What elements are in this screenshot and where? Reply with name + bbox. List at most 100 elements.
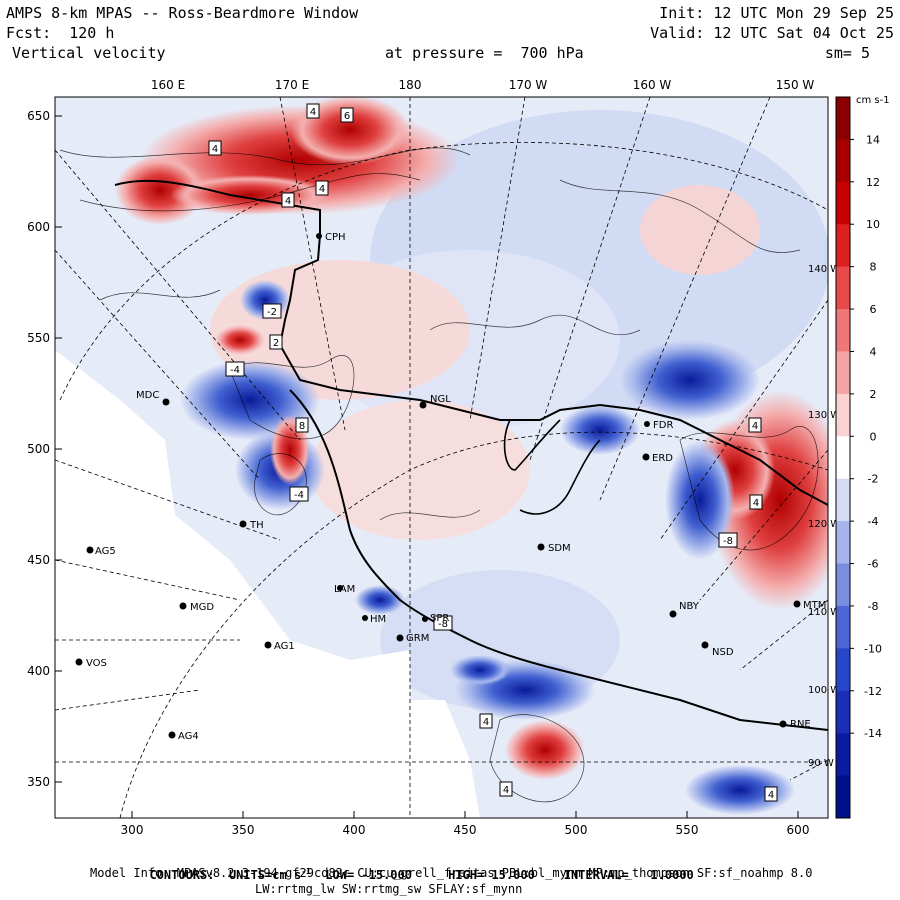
station-marker <box>362 615 368 621</box>
y-tick-label: 550 <box>27 331 50 345</box>
station-marker <box>337 585 343 591</box>
lon-label-top: 160 W <box>633 78 672 92</box>
station-label: SPR <box>430 613 449 624</box>
lon-label-right: 110 W <box>808 607 840 618</box>
y-tick-label: 400 <box>27 664 50 678</box>
station-label: CPH <box>325 232 346 243</box>
colorbar-label: -8 <box>868 600 879 613</box>
station-marker <box>793 600 801 608</box>
station-label: NSD <box>712 647 734 658</box>
colorbar-swatch <box>836 605 850 649</box>
station-marker <box>316 233 322 239</box>
station-label: AG1 <box>274 641 295 652</box>
box-label: -4 <box>294 490 304 501</box>
lon-label-top: 180 <box>399 78 422 92</box>
box-label: -8 <box>723 536 733 547</box>
station-marker <box>168 731 176 739</box>
station-label: NBY <box>679 601 700 612</box>
lon-label-right: 90 W <box>808 758 834 769</box>
colorbar-label: 6 <box>870 303 877 316</box>
station-label: HM <box>370 614 386 625</box>
box-label: 2 <box>273 338 279 349</box>
map-figure: 4 6 4 4 4 -2 -4 8 -4 4 -8 4 -8 4 4 2 4 C… <box>27 78 890 837</box>
map-frame <box>54 96 829 819</box>
colorbar-swatch <box>836 733 850 777</box>
station-label: MGD <box>190 602 214 613</box>
colorbar-label: 4 <box>870 345 877 358</box>
box-label: -2 <box>267 307 277 318</box>
colorbar-swatch <box>836 478 850 522</box>
colorbar-label: -6 <box>868 558 879 571</box>
colorbar: cm s-1 14 12 10 8 6 4 2 0 -2 -4 -6 -8 -10 -12 -14 <box>835 95 890 819</box>
lon-label-right: 120 W <box>808 519 840 530</box>
colorbar-swatch <box>836 181 850 225</box>
station-marker <box>669 610 677 618</box>
x-tick-label: 350 <box>232 823 255 837</box>
station-marker <box>179 602 187 610</box>
station-label: AG4 <box>178 731 199 742</box>
station-label: RNE <box>790 719 811 730</box>
colorbar-label: -10 <box>864 642 882 655</box>
station-label: ERD <box>652 453 673 464</box>
model-info: Model Info: MPASv8.2.3-194-gf29cd82c CU:… <box>90 866 813 880</box>
station-label: MTM <box>803 600 826 611</box>
colorbar-swatch <box>836 351 850 395</box>
x-tick-label: 400 <box>343 823 366 837</box>
model-title: AMPS 8-km MPAS -- Ross-Beardmore Window <box>6 4 359 22</box>
colorbar-swatch <box>836 266 850 310</box>
colorbar-label: -12 <box>864 685 882 698</box>
colorbar-label: -2 <box>868 473 879 486</box>
box-label: 4 <box>768 790 774 801</box>
station-marker <box>779 720 787 728</box>
box-label: 4 <box>319 184 325 195</box>
velocity-field: 4 6 4 4 4 -2 -4 8 -4 4 -8 4 -8 4 4 2 4 C… <box>55 97 828 818</box>
station-marker <box>644 421 650 427</box>
lon-label-top: 160 E <box>151 78 185 92</box>
lon-label-top: 170 E <box>275 78 309 92</box>
station-marker <box>86 546 94 554</box>
colorbar-swatch <box>836 775 850 819</box>
lon-label-right: 140 W <box>808 264 840 275</box>
colorbar-label: 10 <box>866 218 880 231</box>
box-label: 4 <box>503 785 509 796</box>
pressure-level: at pressure = 700 hPa <box>385 44 584 62</box>
x-tick-label: 300 <box>121 823 144 837</box>
colorbar-label: 14 <box>866 133 880 146</box>
box-label: 4 <box>483 717 489 728</box>
station-label: GRM <box>406 633 429 644</box>
colorbar-swatch <box>836 690 850 734</box>
station-marker <box>396 634 404 642</box>
lon-label-right: 130 W <box>808 410 840 421</box>
colorbar-swatch <box>836 648 850 692</box>
box-label: 4 <box>285 196 291 207</box>
station-marker <box>701 641 709 649</box>
box-label: -4 <box>230 365 240 376</box>
colorbar-swatch <box>836 224 850 268</box>
y-tick-label: 350 <box>27 775 50 789</box>
colorbar-units: cm s-1 <box>856 95 890 106</box>
box-label: 4 <box>310 107 316 118</box>
station-marker <box>419 401 427 409</box>
lon-label-right: 100 W <box>808 685 840 696</box>
station-label: VOS <box>86 658 107 669</box>
station-label: LAM <box>334 584 355 595</box>
box-label: 6 <box>344 111 350 122</box>
station-marker <box>422 616 428 622</box>
colorbar-label: 8 <box>870 261 877 274</box>
colorbar-label: 12 <box>866 176 880 189</box>
colorbar-swatch <box>836 393 850 437</box>
y-tick-label: 650 <box>27 109 50 123</box>
station-label: MDC <box>136 390 159 401</box>
box-label: 4 <box>753 498 759 509</box>
colorbar-label: -14 <box>864 727 882 740</box>
colorbar-swatch <box>836 97 850 140</box>
station-marker <box>75 658 83 666</box>
colorbar-swatch <box>836 563 850 607</box>
station-label: SDM <box>548 543 571 554</box>
x-tick-label: 600 <box>787 823 810 837</box>
valid-time: Valid: 12 UTC Sat 04 Oct 25 <box>650 24 894 42</box>
colorbar-label: 2 <box>870 388 877 401</box>
init-time: Init: 12 UTC Mon 29 Sep 25 <box>659 4 894 22</box>
y-tick-label: 450 <box>27 553 50 567</box>
station-label: AG5 <box>95 546 116 557</box>
